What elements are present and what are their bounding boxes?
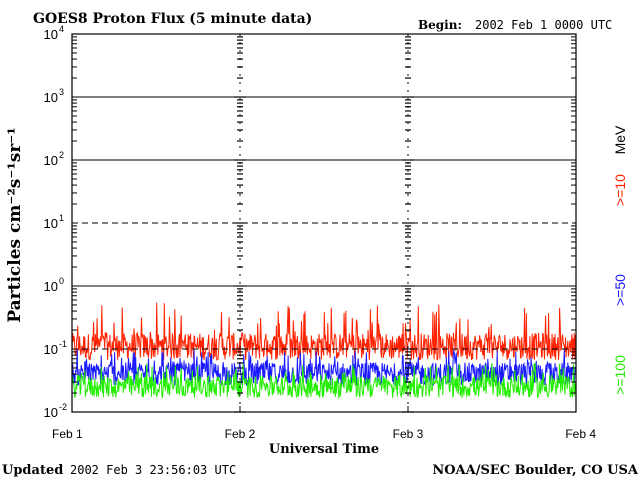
- x-tick-label: Feb 1: [52, 427, 83, 441]
- begin-value: 2002 Feb 1 0000 UTC: [475, 18, 612, 32]
- series-layer: [71, 302, 577, 400]
- x-tick-label: Feb 4: [565, 427, 596, 441]
- updated-label: Updated: [2, 463, 63, 478]
- chart-title: GOES8 Proton Flux (5 minute data): [33, 11, 312, 27]
- series-line-0: [71, 302, 577, 361]
- legend-series-100: >=100: [612, 355, 628, 395]
- grid-layer: [72, 96, 576, 350]
- y-tick-exponent: 4: [59, 24, 64, 34]
- series-line-2: [71, 362, 577, 400]
- y-tick-exponent: -1: [59, 339, 67, 349]
- y-tick-label: 10: [44, 216, 58, 231]
- plot-frame: [71, 33, 577, 413]
- x-axis-label: Universal Time: [269, 442, 379, 457]
- y-tick-label: 10: [44, 90, 58, 105]
- y-tick-label: 10: [44, 153, 58, 168]
- y-tick-exponent: -2: [59, 402, 67, 412]
- y-tick-exponent: 3: [59, 87, 64, 97]
- y-tick-label: 10: [44, 342, 58, 357]
- y-axis-label: Particles cm⁻²s⁻¹sr⁻¹: [5, 127, 25, 322]
- legend-series-10: >=10: [612, 174, 628, 206]
- legend-series-50: >=50: [612, 274, 628, 306]
- x-tick-label: Feb 3: [393, 427, 424, 441]
- updated-value: 2002 Feb 3 23:56:03 UTC: [70, 463, 236, 477]
- y-tick-label: 10: [44, 27, 58, 42]
- begin-label: Begin:: [418, 18, 462, 32]
- y-tick-label: 10: [44, 405, 58, 420]
- y-tick-exponent: 0: [59, 276, 64, 286]
- legend-unit-mev: MeV: [612, 125, 628, 154]
- source-credit: NOAA/SEC Boulder, CO USA: [432, 463, 639, 478]
- y-tick-exponent: 1: [59, 213, 64, 223]
- y-tick-label: 10: [44, 279, 58, 294]
- y-tick-exponent: 2: [59, 150, 64, 160]
- x-tick-label: Feb 2: [225, 427, 256, 441]
